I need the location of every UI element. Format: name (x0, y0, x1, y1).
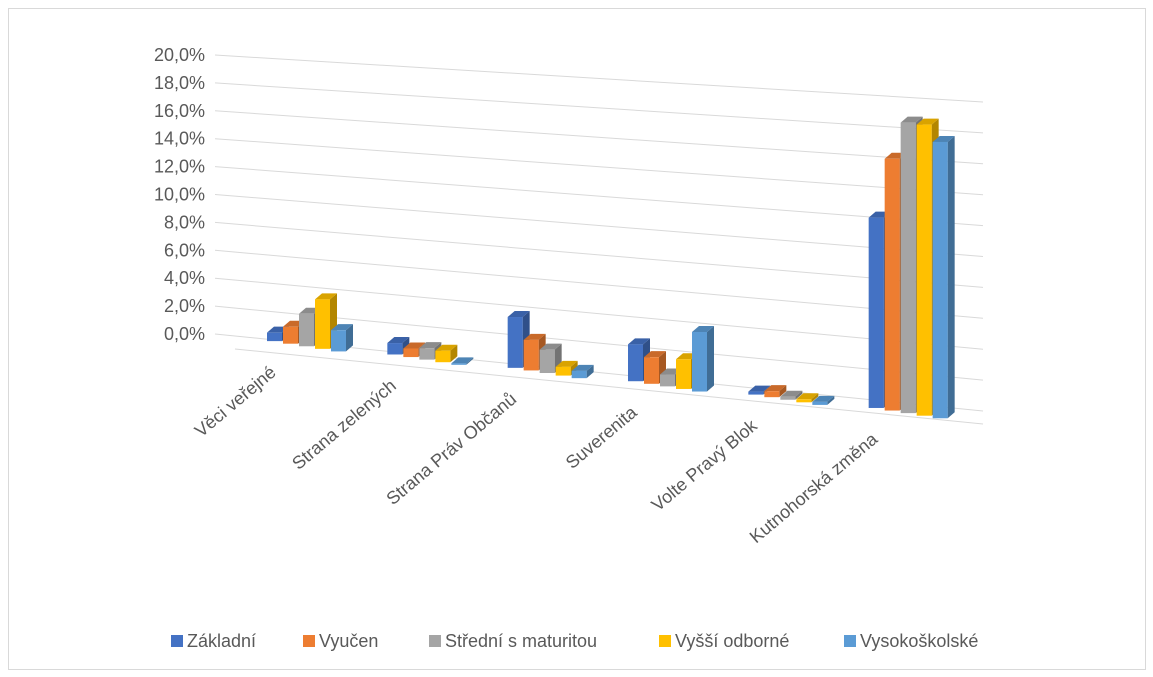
legend-swatch (429, 635, 441, 647)
gridline (214, 305, 984, 381)
y-tick-label: 4,0% (164, 268, 205, 288)
category-label: Věci veřejné (191, 362, 280, 441)
legend-label: Střední s maturitou (445, 631, 597, 651)
bar (539, 343, 562, 374)
bar (451, 357, 474, 365)
legend: Základní Vyučen Střední s maturitou Vyšší o… (171, 631, 978, 651)
legend-item: Vysokoškolské (844, 631, 978, 651)
bar (764, 385, 787, 398)
gridline (214, 138, 984, 196)
bar-chart-3d: 0,0% 2,0% 4,0% 6,0% 8,0% 10,0% 12,0% 14,0% 16,0%… (154, 45, 984, 651)
gridline (214, 54, 984, 103)
legend-label: Vyšší odborné (675, 631, 789, 651)
y-tick-label: 16,0% (154, 101, 205, 121)
y-tick-label: 6,0% (164, 240, 205, 260)
bar (331, 324, 353, 352)
gridline (214, 82, 984, 134)
bar (780, 390, 803, 400)
bars (267, 116, 955, 419)
gridline (214, 277, 984, 350)
gridline (214, 166, 984, 227)
bar (692, 326, 714, 392)
category-label: Strana zelených (288, 375, 400, 473)
gridline (214, 110, 984, 165)
category-label: Strana Práv Občanů (382, 389, 520, 509)
y-tick-label: 0,0% (164, 324, 205, 344)
bar (812, 395, 835, 405)
y-tick-label: 8,0% (164, 212, 205, 232)
bar (435, 344, 458, 363)
gridline (214, 194, 984, 257)
legend-item: Základní (171, 631, 256, 651)
legend-label: Vysokoškolské (860, 631, 978, 651)
chart-frame: 0,0% 2,0% 4,0% 6,0% 8,0% 10,0% 12,0% 14,0% 16,0%… (8, 8, 1146, 670)
bar (796, 393, 819, 403)
bar (932, 135, 955, 419)
category-label: Kutnohorská změna (746, 428, 882, 547)
legend-swatch (659, 635, 671, 647)
gridline (214, 221, 984, 288)
floor-edge (234, 348, 984, 425)
gridlines (214, 54, 984, 425)
y-tick-label: 14,0% (154, 129, 205, 149)
legend-swatch (303, 635, 315, 647)
y-tick-label: 2,0% (164, 296, 205, 316)
gridline (214, 249, 984, 319)
legend-item: Střední s maturitou (429, 631, 597, 651)
legend-item: Vyučen (303, 631, 378, 651)
y-tick-label: 18,0% (154, 73, 205, 93)
category-label: Volte Pravý Blok (648, 415, 762, 515)
y-tick-label: 12,0% (154, 157, 205, 177)
legend-label: Vyučen (319, 631, 378, 651)
y-tick-label: 10,0% (154, 185, 205, 205)
category-label: Suverenita (562, 401, 642, 472)
legend-swatch (171, 635, 183, 647)
bar (571, 364, 594, 379)
y-tick-label: 20,0% (154, 45, 205, 65)
legend-item: Vyšší odborné (659, 631, 789, 651)
legend-label: Základní (187, 631, 256, 651)
legend-swatch (844, 635, 856, 647)
y-axis-ticks: 0,0% 2,0% 4,0% 6,0% 8,0% 10,0% 12,0% 14,0% 16,0%… (154, 45, 205, 344)
